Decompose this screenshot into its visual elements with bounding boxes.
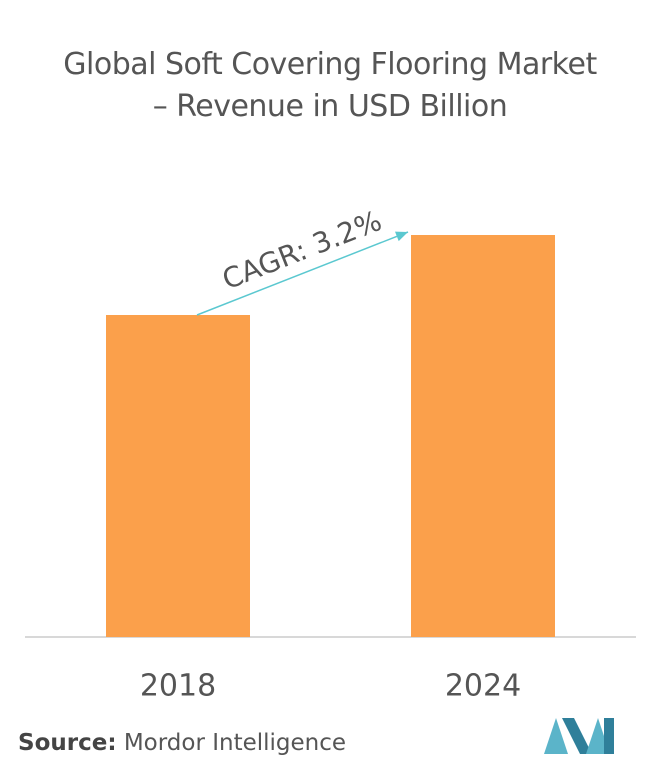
bar: [411, 235, 555, 637]
arrow-head: [395, 231, 408, 242]
bar: [106, 315, 250, 637]
source-label: Source:: [18, 730, 117, 756]
source-text: Mordor Intelligence: [123, 730, 347, 756]
cagr-arrow: [196, 231, 409, 316]
logo: [544, 718, 614, 754]
chart-title: Global Soft Covering Flooring Market – R…: [63, 47, 597, 124]
x-tick-label: 2024: [445, 669, 521, 704]
x-tick-label: 2018: [140, 669, 216, 704]
source: Source: Mordor Intelligence: [18, 730, 346, 756]
